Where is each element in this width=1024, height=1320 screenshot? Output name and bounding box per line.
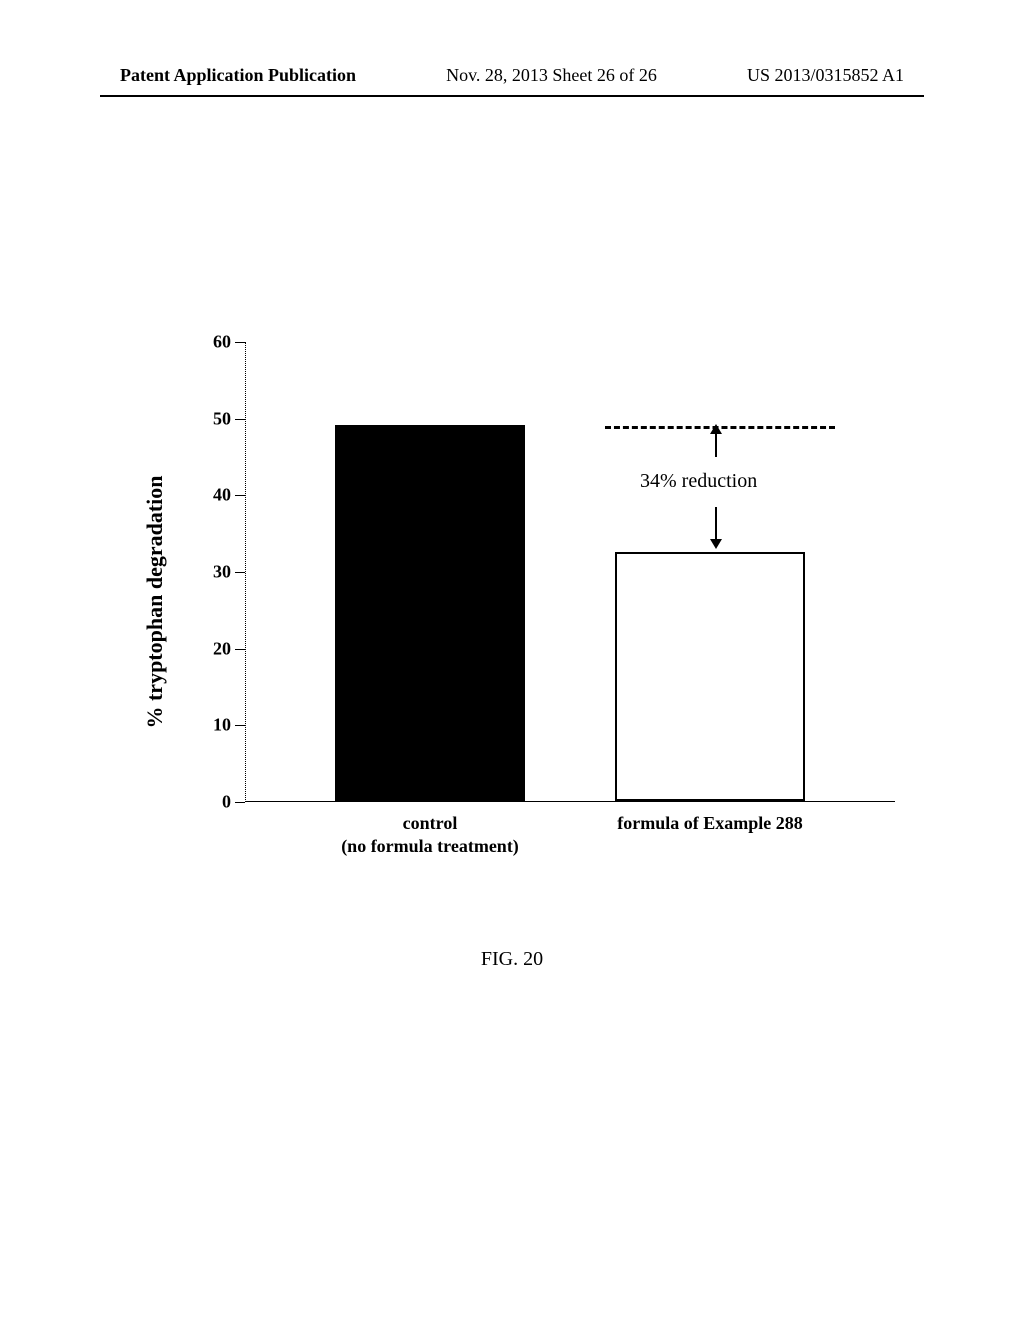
- y-tick: [235, 649, 245, 650]
- category-label-line: (no formula treatment): [295, 835, 565, 858]
- y-tick-label: 10: [213, 715, 231, 736]
- category-label: formula of Example 288: [575, 812, 845, 835]
- header-center: Nov. 28, 2013 Sheet 26 of 26: [446, 65, 657, 86]
- y-tick-label: 50: [213, 408, 231, 429]
- bar: [335, 425, 525, 801]
- reduction-annotation: 34% reduction: [640, 470, 757, 493]
- y-tick-label: 40: [213, 485, 231, 506]
- y-tick: [235, 419, 245, 420]
- header-left: Patent Application Publication: [120, 65, 356, 86]
- patent-header: Patent Application Publication Nov. 28, …: [0, 65, 1024, 86]
- header-rule: [100, 95, 924, 97]
- bar-chart: % tryptophan degradation 010203040506034…: [175, 342, 895, 862]
- page: Patent Application Publication Nov. 28, …: [0, 0, 1024, 1320]
- y-tick: [235, 495, 245, 496]
- category-label: control(no formula treatment): [295, 812, 565, 857]
- y-tick-label: 60: [213, 332, 231, 353]
- y-axis-label: % tryptophan degradation: [142, 475, 168, 728]
- figure-caption: FIG. 20: [0, 948, 1024, 971]
- y-tick: [235, 572, 245, 573]
- header-right: US 2013/0315852 A1: [747, 65, 904, 86]
- x-axis-line: [245, 801, 895, 802]
- y-tick-label: 30: [213, 562, 231, 583]
- bar: [615, 552, 805, 801]
- category-label-line: control: [295, 812, 565, 835]
- y-tick-label: 0: [222, 792, 231, 813]
- y-tick-label: 20: [213, 638, 231, 659]
- plot-area: 010203040506034% reduction: [245, 342, 895, 802]
- annotation-arrow-down: [715, 507, 717, 542]
- y-tick: [235, 802, 245, 803]
- y-axis-line: [245, 342, 246, 802]
- y-tick: [235, 342, 245, 343]
- annotation-arrow-up: [715, 432, 717, 457]
- y-tick: [235, 725, 245, 726]
- category-label-line: formula of Example 288: [575, 812, 845, 835]
